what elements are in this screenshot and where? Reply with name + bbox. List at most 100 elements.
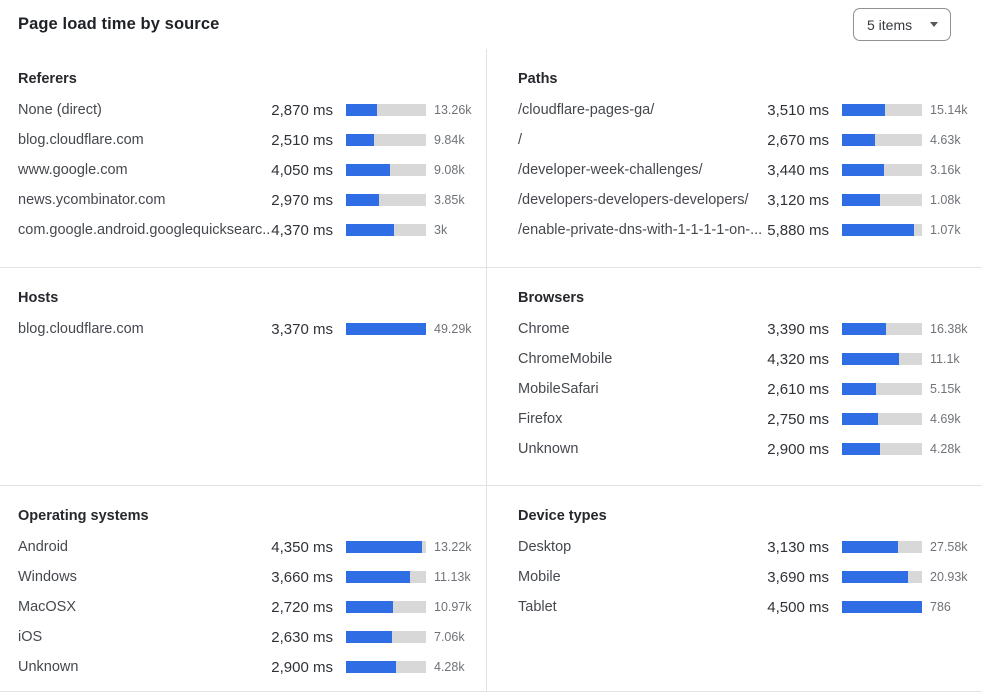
row-label: /developers-developers-developers/ xyxy=(518,192,749,208)
row-load-time: 4,050 ms xyxy=(271,161,333,179)
row-label: iOS xyxy=(18,629,43,645)
metric-row: Android 4,350 ms 13.22k xyxy=(18,532,482,562)
row-label: ChromeMobile xyxy=(518,351,613,367)
row-label: MobileSafari xyxy=(518,381,599,397)
bar-track xyxy=(346,164,426,176)
chevron-down-icon xyxy=(930,22,938,27)
metric-row: Chrome 3,390 ms 16.38k xyxy=(518,314,978,344)
row-count: 13.26k xyxy=(434,103,472,117)
row-label: blog.cloudflare.com xyxy=(18,321,144,337)
bar-fill xyxy=(346,104,378,116)
bar-track xyxy=(346,571,426,583)
row-label: MacOSX xyxy=(18,599,77,615)
row-count: 1.07k xyxy=(930,223,961,237)
row-label: /enable-private-dns-with-1-1-1-1-on-... xyxy=(518,222,763,238)
bar-track xyxy=(346,104,426,116)
panel-hosts: Hosts blog.cloudflare.com 3,370 ms 49.29k xyxy=(0,267,486,485)
bar-fill xyxy=(842,383,877,395)
row-count: 16.38k xyxy=(930,322,968,336)
metric-row: blog.cloudflare.com 2,510 ms 9.84k xyxy=(18,125,482,155)
row-label: / xyxy=(518,132,523,148)
row-label: blog.cloudflare.com xyxy=(18,132,144,148)
bar-fill xyxy=(842,323,887,335)
row-label: www.google.com xyxy=(18,162,128,178)
metric-row: blog.cloudflare.com 3,370 ms 49.29k xyxy=(18,314,482,344)
panel-title: Device types xyxy=(518,508,607,524)
bar-fill xyxy=(346,224,394,236)
panel-title: Hosts xyxy=(18,290,59,306)
row-count: 4.69k xyxy=(930,412,961,426)
bar-track xyxy=(842,541,922,553)
bar-fill xyxy=(842,224,915,236)
bar-track xyxy=(842,443,922,455)
bar-track xyxy=(842,413,922,425)
row-load-time: 3,390 ms xyxy=(767,320,829,338)
row-label: Tablet xyxy=(518,599,557,615)
panel-title: Browsers xyxy=(518,290,585,306)
bar-fill xyxy=(842,104,886,116)
bar-fill xyxy=(842,413,879,425)
row-label: None (direct) xyxy=(18,102,102,118)
row-load-time: 5,880 ms xyxy=(767,221,829,239)
bar-fill xyxy=(842,571,908,583)
bar-fill xyxy=(842,164,885,176)
row-count: 49.29k xyxy=(434,322,472,336)
bar-fill xyxy=(842,194,881,206)
row-load-time: 2,870 ms xyxy=(271,101,333,119)
row-count: 9.84k xyxy=(434,133,465,147)
metric-row: / 2,670 ms 4.63k xyxy=(518,125,978,155)
row-load-time: 2,720 ms xyxy=(271,598,333,616)
row-load-time: 2,900 ms xyxy=(767,440,829,458)
analytics-grid: Referers None (direct) 2,870 ms 13.26k blog… xyxy=(0,49,982,692)
row-load-time: 3,690 ms xyxy=(767,568,829,586)
bar-fill xyxy=(842,443,880,455)
row-count: 11.13k xyxy=(434,570,471,584)
metric-row: news.ycombinator.com 2,970 ms 3.85k xyxy=(18,185,482,215)
row-count: 3.85k xyxy=(434,193,465,207)
row-load-time: 3,440 ms xyxy=(767,161,829,179)
row-count: 13.22k xyxy=(434,540,472,554)
bar-track xyxy=(842,571,922,583)
panel-title: Referers xyxy=(18,71,77,87)
panel-referers: Referers None (direct) 2,870 ms 13.26k blog… xyxy=(0,49,486,267)
row-load-time: 3,130 ms xyxy=(767,538,829,556)
bar-track xyxy=(842,164,922,176)
bar-fill xyxy=(346,134,374,146)
metric-row: /cloudflare-pages-ga/3,510 ms 15.14k xyxy=(518,95,978,125)
bar-track xyxy=(346,224,426,236)
bar-track xyxy=(346,541,426,553)
row-label: Unknown xyxy=(18,659,79,675)
row-load-time: 3,510 ms xyxy=(767,101,829,119)
metric-row: Unknown 2,900 ms 4.28k xyxy=(18,652,482,682)
bar-track xyxy=(346,661,426,673)
metric-row: /developer-week-challenges/3,440 ms 3.16k xyxy=(518,155,978,185)
row-load-time: 2,970 ms xyxy=(271,191,333,209)
row-load-time: 4,500 ms xyxy=(767,598,829,616)
metric-row: MobileSafari 2,610 ms 5.15k xyxy=(518,374,978,404)
bar-track xyxy=(346,323,426,335)
metric-row: Tablet 4,500 ms 786 xyxy=(518,592,978,622)
panel-device-types: Device types Desktop 3,130 ms 27.58k Mobile… xyxy=(486,485,982,692)
panel-paths: Paths /cloudflare-pages-ga/3,510 ms 15.14… xyxy=(486,49,982,267)
row-count: 3k xyxy=(434,223,448,237)
bar-fill xyxy=(346,541,422,553)
row-load-time: 3,370 ms xyxy=(271,320,333,338)
bar-track xyxy=(842,194,922,206)
row-count: 4.63k xyxy=(930,133,961,147)
row-load-time: 2,610 ms xyxy=(767,380,829,398)
bar-fill xyxy=(346,661,397,673)
metric-row: /developers-developers-developers/3,120 … xyxy=(518,185,978,215)
row-load-time: 2,670 ms xyxy=(767,131,829,149)
row-count: 10.97k xyxy=(434,600,472,614)
bar-fill xyxy=(346,601,394,613)
panel-rows: /cloudflare-pages-ga/3,510 ms 15.14k / 2,67… xyxy=(518,95,978,245)
items-count-dropdown[interactable]: 5 items xyxy=(853,8,951,41)
metric-row: /enable-private-dns-with-1-1-1-1-on-... 5… xyxy=(518,215,978,245)
row-count: 7.06k xyxy=(434,630,465,644)
row-label: news.ycombinator.com xyxy=(18,192,166,208)
metric-row: None (direct) 2,870 ms 13.26k xyxy=(18,95,482,125)
row-label: /cloudflare-pages-ga/ xyxy=(518,102,655,118)
bar-track xyxy=(842,601,922,613)
items-count-value: 5 items xyxy=(867,16,913,33)
row-load-time: 2,630 ms xyxy=(271,628,333,646)
